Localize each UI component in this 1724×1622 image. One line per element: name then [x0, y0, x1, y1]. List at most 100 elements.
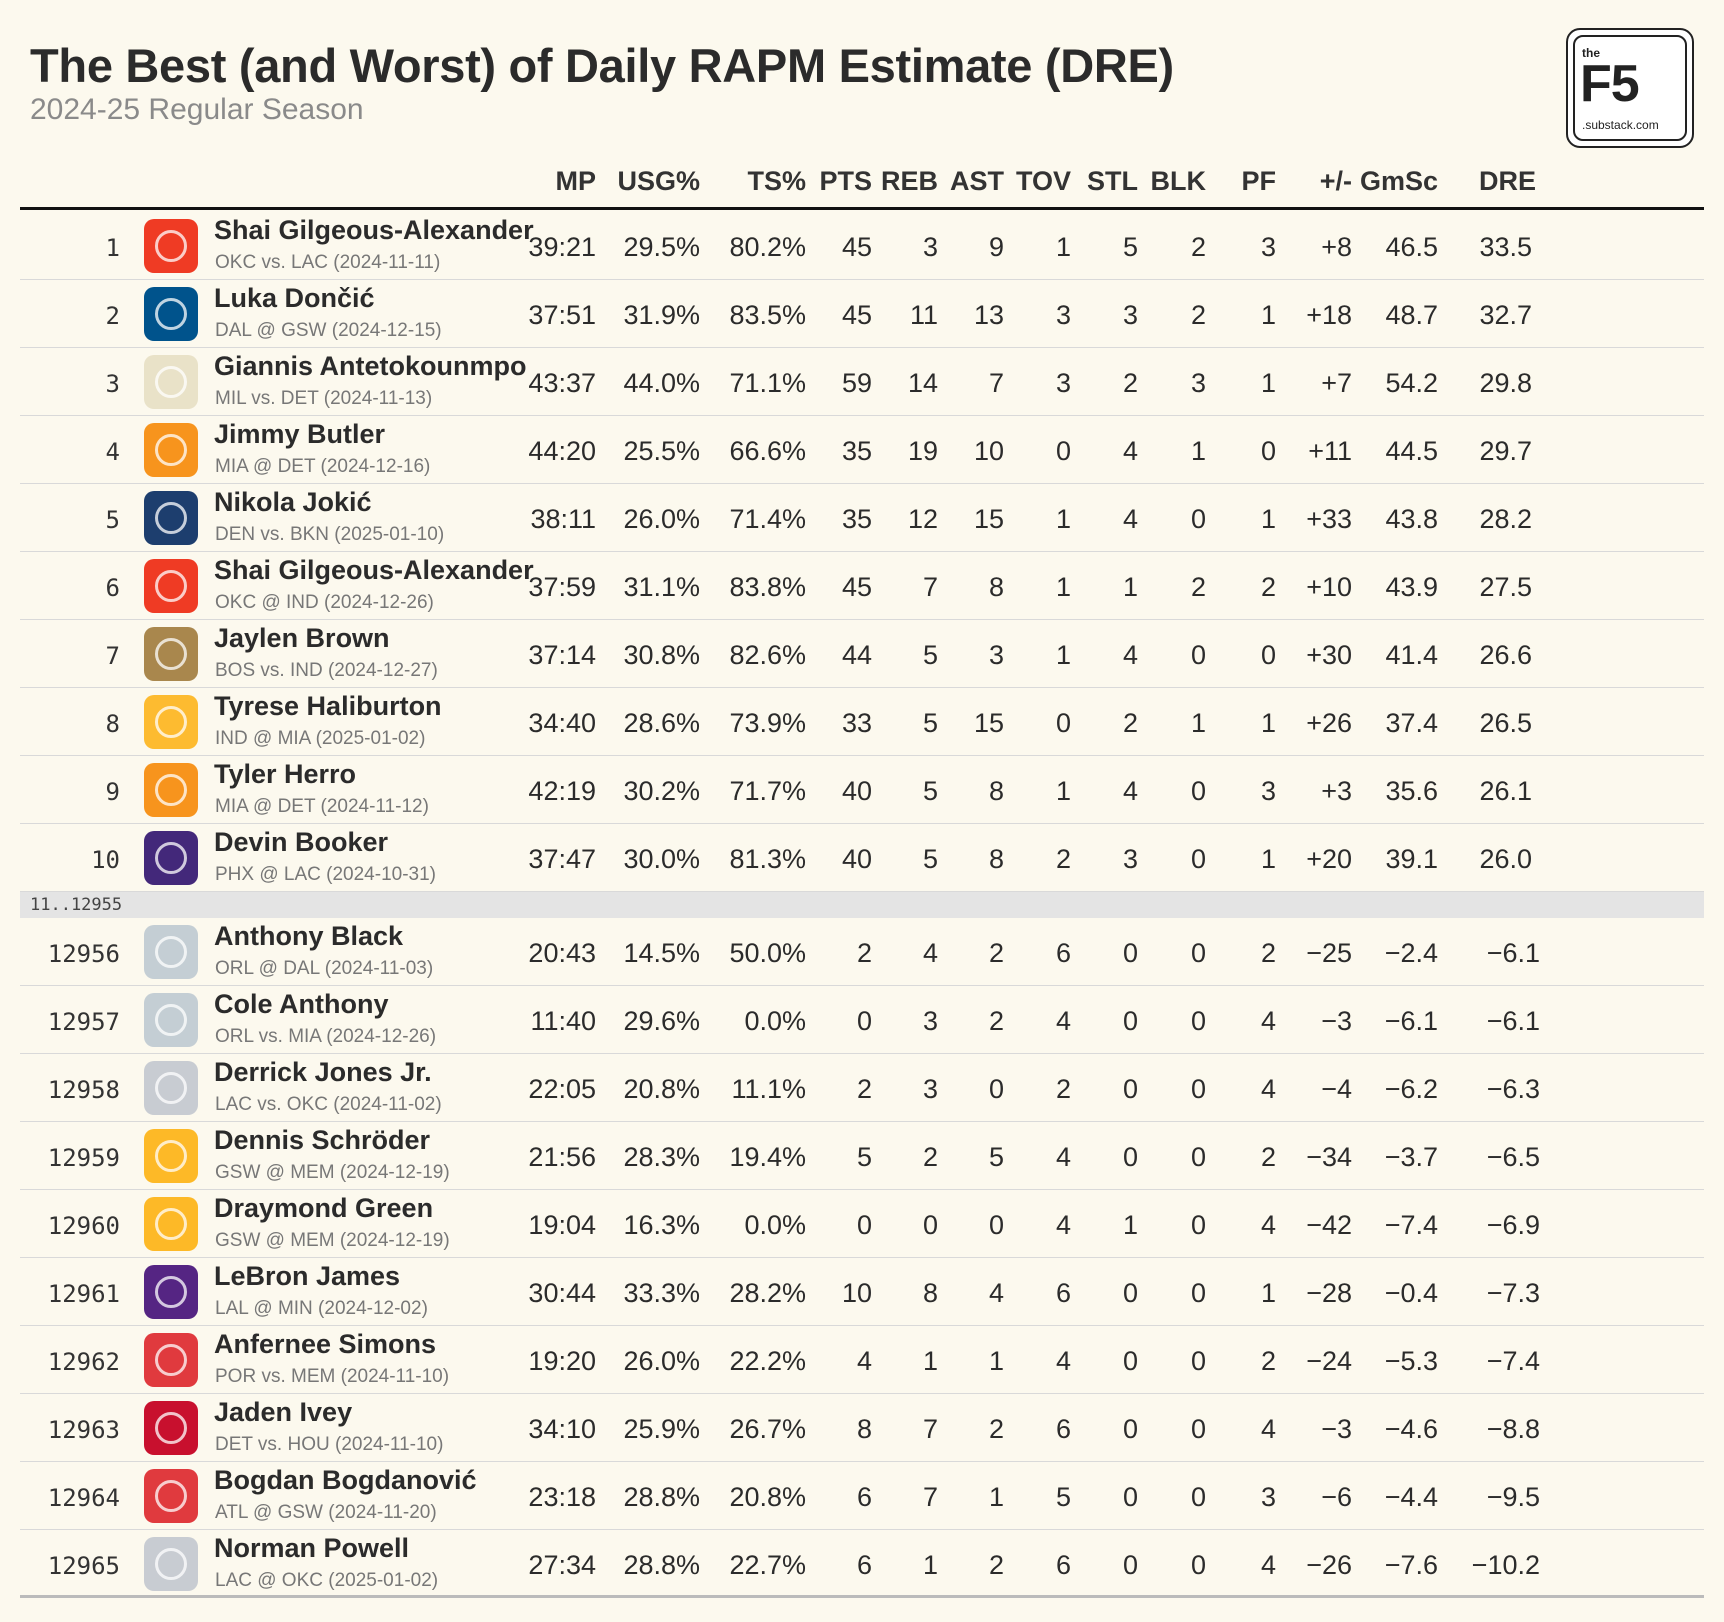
rank-cell: 2 [105, 302, 120, 330]
stat-cell: 0 [1190, 1210, 1206, 1240]
stat-cell: −42 [1306, 1210, 1352, 1240]
stat-cell: 44.5 [1385, 436, 1438, 466]
stat-cell: 6 [1055, 1414, 1071, 1444]
stat-cell: 1 [1055, 640, 1071, 670]
player-name: Bogdan Bogdanović [214, 1465, 477, 1495]
stat-cell: −6.9 [1486, 1210, 1540, 1240]
rank-cell: 12960 [47, 1212, 120, 1240]
stat-cell: 44 [841, 640, 872, 670]
table-row: 12961 LeBron James LAL @ MIN (2024-12-02) 3… [20, 1258, 1704, 1326]
player-name: Anfernee Simons [214, 1329, 437, 1359]
team-logo-icon [144, 1197, 198, 1251]
column-header: GmSc [1359, 166, 1438, 196]
stat-cell: 11.1% [731, 1074, 806, 1104]
rank-cell: 1 [105, 234, 120, 262]
table-body: 1 Shai Gilgeous-Alexander OKC vs. LAC (202… [20, 212, 1704, 1598]
stat-cell: 4 [1055, 1142, 1071, 1172]
rank-cell: 12958 [47, 1076, 120, 1104]
stat-cell: 1 [1260, 1278, 1276, 1308]
stat-cell: 43.9 [1385, 572, 1438, 602]
stat-cell: 7 [922, 572, 938, 602]
page-subtitle: 2024-25 Regular Season [30, 93, 364, 126]
stat-cell: +10 [1306, 572, 1352, 602]
stat-cell: 6 [1055, 1278, 1071, 1308]
stat-cell: 81.3% [729, 844, 806, 874]
stat-cell: 3 [1260, 1482, 1276, 1512]
stat-cell: 0 [1122, 1006, 1138, 1036]
table-row: 12960 Draymond Green GSW @ MEM (2024-12-19… [20, 1190, 1704, 1258]
stat-cell: 0 [1122, 1550, 1138, 1580]
game-info: DET vs. HOU (2024-11-10) [215, 1434, 444, 1455]
stat-cell: 0 [1190, 1414, 1206, 1444]
stat-cell: 19.4% [729, 1142, 806, 1172]
stat-cell: 19:20 [528, 1346, 596, 1376]
stat-cell: 30:44 [528, 1278, 596, 1308]
stat-cell: 11 [909, 300, 938, 330]
team-logo-icon [144, 287, 198, 341]
stat-cell: 37:47 [528, 844, 596, 874]
stat-cell: 10 [973, 436, 1004, 466]
column-header: BLK [1150, 166, 1207, 196]
stat-cell: 4 [1122, 504, 1138, 534]
stat-cell: 32.7 [1479, 300, 1532, 330]
stat-cell: −7.6 [1384, 1550, 1438, 1580]
stat-cell: 0 [1190, 1006, 1206, 1036]
player-name: Tyler Herro [214, 759, 357, 789]
column-header: DRE [1478, 166, 1536, 196]
stat-cell: 5 [1122, 232, 1138, 262]
stat-cell: 3 [922, 1006, 938, 1036]
stat-cell: 37:51 [528, 300, 596, 330]
stat-cell: 27.5 [1479, 572, 1532, 602]
stat-cell: 30.8% [623, 640, 700, 670]
rank-cell: 10 [91, 846, 120, 874]
page-title: The Best (and Worst) of Daily RAPM Estim… [30, 39, 1174, 92]
stat-cell: 16.3% [623, 1210, 700, 1240]
stat-cell: 71.7% [729, 776, 806, 806]
stat-cell: 2 [1190, 572, 1206, 602]
stat-cell: 28.2% [729, 1278, 806, 1308]
stat-cell: 1 [1260, 368, 1276, 398]
stat-cell: 0 [1122, 1414, 1138, 1444]
rank-cell: 9 [105, 778, 120, 806]
stat-cell: +8 [1321, 232, 1352, 262]
team-logo-icon [144, 491, 198, 545]
table-header: MP USG% TS% PTS REB AST TOV STL BLK PF +/- GmSc DRE [20, 160, 1704, 210]
stat-cell: 5 [922, 640, 938, 670]
table-row: 2 Luka Dončić DAL @ GSW (2024-12-15) 37:51 3… [20, 280, 1704, 348]
stat-cell: 13 [973, 300, 1004, 330]
table-row: 12962 Anfernee Simons POR vs. MEM (2024-11… [20, 1326, 1704, 1394]
stat-cell: 37.4 [1385, 708, 1438, 738]
logo-small-text: the [1582, 46, 1600, 60]
stat-cell: 0 [1122, 1142, 1138, 1172]
team-logo-icon [144, 559, 198, 613]
table-row: 9 Tyler Herro MIA @ DET (2024-11-12) 42:19 3… [20, 756, 1704, 824]
stat-cell: 2 [1260, 938, 1276, 968]
column-header: TOV [1015, 166, 1071, 196]
stat-cell: 3 [1260, 776, 1276, 806]
team-logo-icon [144, 695, 198, 749]
stat-cell: −28 [1306, 1278, 1352, 1308]
stat-cell: 2 [1055, 844, 1071, 874]
player-name: Cole Anthony [214, 989, 389, 1019]
stat-cell: 5 [1055, 1482, 1071, 1512]
stat-cell: 4 [922, 938, 938, 968]
stat-cell: −4.4 [1384, 1482, 1438, 1512]
stat-cell: −6.5 [1486, 1142, 1540, 1172]
table-row: 12965 Norman Powell LAC @ OKC (2025-01-02)… [20, 1530, 1704, 1598]
stat-cell: 2 [856, 938, 872, 968]
stat-cell: 28.8% [623, 1482, 700, 1512]
stat-cell: 4 [1260, 1210, 1276, 1240]
stat-cell: 0 [1190, 938, 1206, 968]
stat-cell: −7.3 [1486, 1278, 1540, 1308]
stat-cell: 2 [988, 1550, 1004, 1580]
rank-cell: 3 [105, 370, 120, 398]
player-name: Shai Gilgeous-Alexander [214, 215, 534, 245]
column-header: STL [1087, 166, 1138, 196]
game-info: DAL @ GSW (2024-12-15) [215, 320, 442, 341]
rank-cell: 4 [105, 438, 120, 466]
table-row: 8 Tyrese Haliburton IND @ MIA (2025-01-02)… [20, 688, 1704, 756]
table-row: 4 Jimmy Butler MIA @ DET (2024-12-16) 44:20… [20, 416, 1704, 484]
rank-cell: 6 [105, 574, 120, 602]
stat-cell: 9 [988, 232, 1004, 262]
stat-cell: 43:37 [528, 368, 596, 398]
